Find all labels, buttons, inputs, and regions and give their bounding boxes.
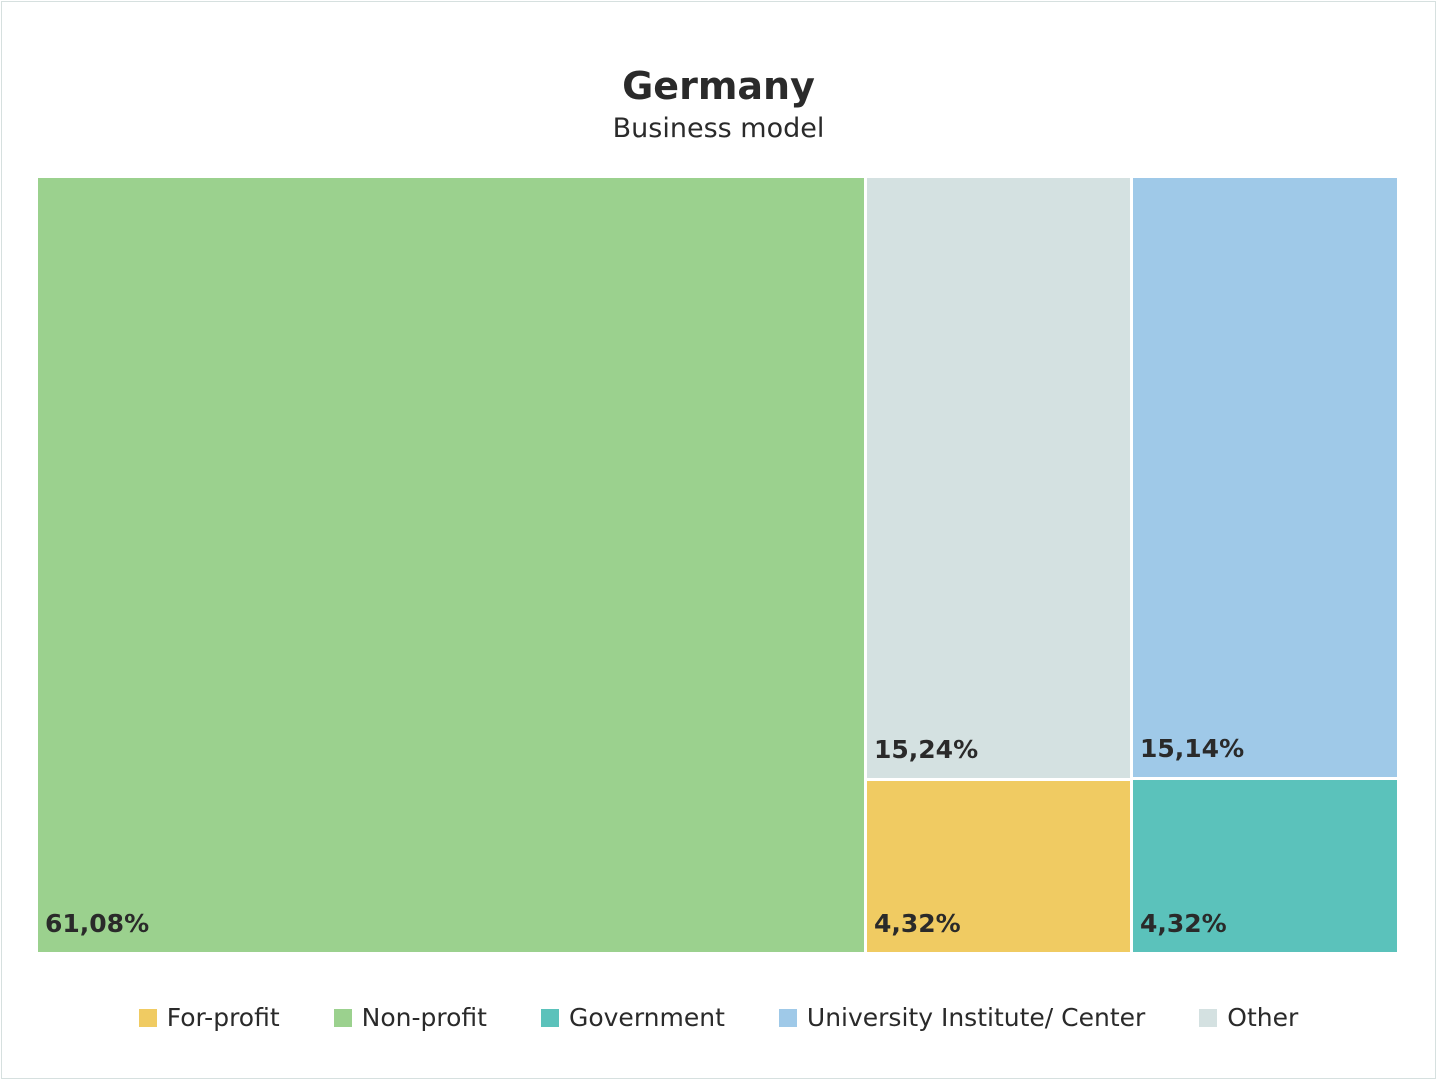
chart-title: Germany bbox=[622, 64, 815, 108]
legend-swatch bbox=[778, 1008, 797, 1027]
data-label: 15,24% bbox=[874, 735, 979, 764]
treemap: 61,08% 15,24% 4,32% 15,14% 4,32% bbox=[38, 178, 1397, 952]
legend-item: For-profit bbox=[138, 1003, 280, 1032]
legend-swatch bbox=[1199, 1008, 1218, 1027]
legend-item: Non-profit bbox=[333, 1003, 487, 1032]
chart-subtitle: Business model bbox=[612, 113, 825, 144]
legend-label: Other bbox=[1227, 1003, 1299, 1032]
legend-label: For-profit bbox=[166, 1003, 280, 1032]
legend-item: University Institute/ Center bbox=[778, 1003, 1146, 1032]
treemap-cell-other: 15,24% bbox=[867, 178, 1130, 778]
legend: For-profit Non-profit Government University… bbox=[0, 1003, 1437, 1032]
treemap-cell-university-institute-center: 15,14% bbox=[1133, 178, 1397, 777]
data-label: 4,32% bbox=[1140, 909, 1227, 938]
legend-swatch bbox=[333, 1008, 352, 1027]
legend-swatch bbox=[138, 1008, 157, 1027]
legend-label: University Institute/ Center bbox=[806, 1003, 1146, 1032]
data-label: 4,32% bbox=[874, 909, 961, 938]
treemap-cell-government: 4,32% bbox=[1133, 780, 1397, 952]
data-label: 61,08% bbox=[45, 909, 150, 938]
legend-swatch bbox=[540, 1008, 559, 1027]
data-label: 15,14% bbox=[1140, 734, 1245, 763]
legend-label: Government bbox=[568, 1003, 725, 1032]
legend-label: Non-profit bbox=[361, 1003, 487, 1032]
treemap-cell-for-profit: 4,32% bbox=[867, 781, 1130, 952]
treemap-cell-non-profit: 61,08% bbox=[38, 178, 864, 952]
legend-item: Government bbox=[540, 1003, 725, 1032]
legend-item: Other bbox=[1199, 1003, 1298, 1032]
